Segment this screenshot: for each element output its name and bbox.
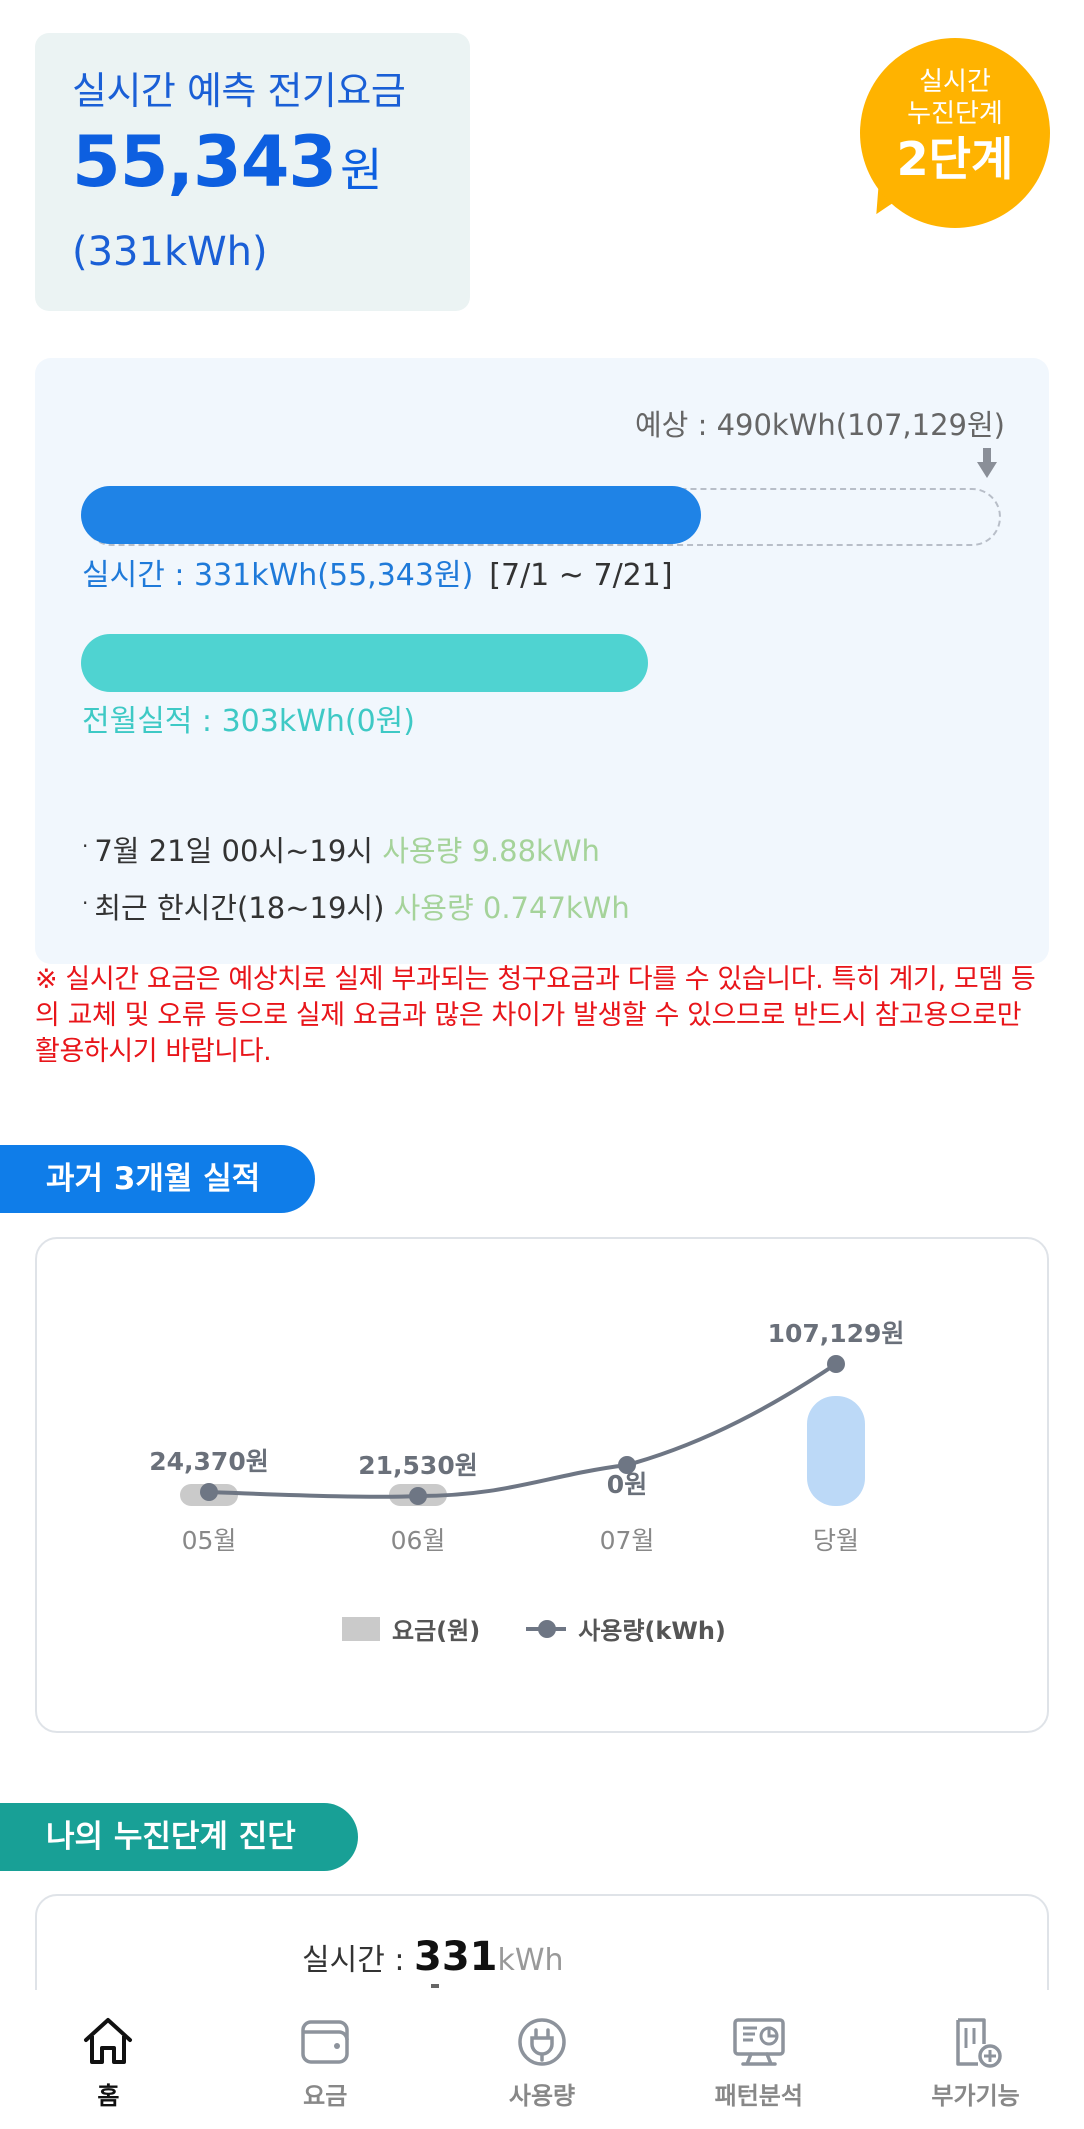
series-line [208, 1362, 838, 1499]
document-plus-icon [955, 2018, 1002, 2068]
section-header-stage-diagnosis: 나의 누진단계 진단 [0, 1803, 358, 1871]
diagnosis-unit: kWh [497, 1943, 564, 1978]
prev-month-bar [81, 634, 648, 692]
monitor-chart-icon [733, 2018, 785, 2066]
data-label: 21,530원 [358, 1451, 477, 1480]
nav-pattern[interactable]: 패턴분석 [650, 1990, 867, 2129]
badge-line1: 실시간 [919, 67, 991, 97]
diagnosis-marker [431, 1984, 439, 1988]
realtime-fee-amount: 55,343원 [72, 123, 470, 220]
list-item: · 7월 21일 00시~19시 사용량 9.88kWh [82, 834, 600, 868]
info-value: 사용량 9.88kWh [382, 834, 600, 868]
data-label: 107,129원 [768, 1319, 905, 1348]
x-tick-label: 당월 [813, 1526, 859, 1555]
chart-legend: 요금(원) 사용량(kWh) [342, 1611, 726, 1646]
data-point [827, 1355, 845, 1373]
nav-label: 패턴분석 [714, 2082, 803, 2110]
section-header-past-3-months: 과거 3개월 실적 [0, 1145, 315, 1213]
legend-fee: 요금(원) [392, 1617, 481, 1645]
nav-home[interactable]: 홈 [0, 1990, 217, 2129]
nav-label: 요금 [303, 2082, 348, 2110]
info-text: 7월 21일 00시~19시 [94, 834, 373, 868]
diagnosis-realtime: 실시간 : 331kWh [302, 1934, 564, 1980]
realtime-fee-card: 실시간 예측 전기요금 55,343원 (331kWh) [35, 33, 470, 311]
usage-card: 예상 : 490kWh(107,129원) 실시간 : 331kWh(55,34… [35, 358, 1049, 964]
badge-line2: 누진단계 [907, 99, 1003, 129]
home-icon [84, 2018, 133, 2064]
realtime-usage-text: 실시간 : 331kWh(55,343원) [82, 558, 474, 593]
fee-amount-number: 55,343 [72, 121, 337, 203]
info-value: 사용량 0.747kWh [393, 891, 630, 925]
plug-icon [518, 2018, 566, 2066]
data-label: 0원 [607, 1470, 647, 1499]
data-point [200, 1483, 218, 1501]
x-tick-label: 06월 [391, 1526, 446, 1555]
arrow-down-icon [977, 448, 997, 478]
x-tick-label: 07월 [600, 1526, 655, 1555]
wallet-icon [301, 2020, 349, 2064]
legend-line-swatch [526, 1619, 567, 1638]
nav-extra[interactable]: 부가기능 [867, 1990, 1084, 2129]
realtime-usage-label: 실시간 : 331kWh(55,343원) [7/1 ~ 7/21] [82, 554, 673, 598]
usage-period: [7/1 ~ 7/21] [489, 558, 673, 593]
realtime-kwh: (331kWh) [72, 229, 268, 275]
nav-label: 부가기능 [931, 2082, 1020, 2110]
legend-bar-swatch [342, 1616, 380, 1641]
prev-month-label: 전월실적 : 303kWh(0원) [82, 704, 415, 739]
diagnosis-value: 331 [413, 1934, 498, 1980]
disclaimer-notice: ※ 실시간 요금은 예상치로 실제 부과되는 청구요금과 다를 수 있습니다. … [35, 964, 1036, 1067]
usage-info-list: · 7월 21일 00시~19시 사용량 9.88kWh · 최근 한시간(18~1… [82, 820, 630, 934]
data-label: 24,370원 [149, 1447, 268, 1476]
badge-stage: 2단계 [896, 132, 1014, 186]
diagnosis-label: 실시간 : [302, 1943, 414, 1978]
realtime-usage-bar [81, 486, 701, 544]
nav-usage[interactable]: 사용량 [434, 1990, 651, 2129]
data-point [409, 1487, 427, 1505]
stage-badge: 실시간 누진단계 2단계 [860, 38, 1050, 228]
list-item: · 최근 한시간(18~19시) 사용량 0.747kWh [82, 891, 630, 925]
x-tick-label: 05월 [182, 1526, 237, 1555]
nav-fee[interactable]: 요금 [217, 1990, 434, 2129]
nav-label: 사용량 [508, 2082, 576, 2110]
legend-usage: 사용량(kWh) [578, 1617, 726, 1645]
realtime-fee-title: 실시간 예측 전기요금 [72, 69, 406, 113]
forecast-label: 예상 : 490kWh(107,129원) [635, 408, 1005, 442]
bottom-nav: 홈 요금 사용량 패턴분석 부가기능 [0, 1990, 1084, 2129]
info-text: 최근 한시간(18~19시) [94, 891, 385, 925]
data-point [618, 1456, 636, 1474]
fee-amount-unit: 원 [340, 143, 383, 197]
nav-label: 홈 [97, 2082, 120, 2110]
bar-당월 [807, 1396, 865, 1506]
